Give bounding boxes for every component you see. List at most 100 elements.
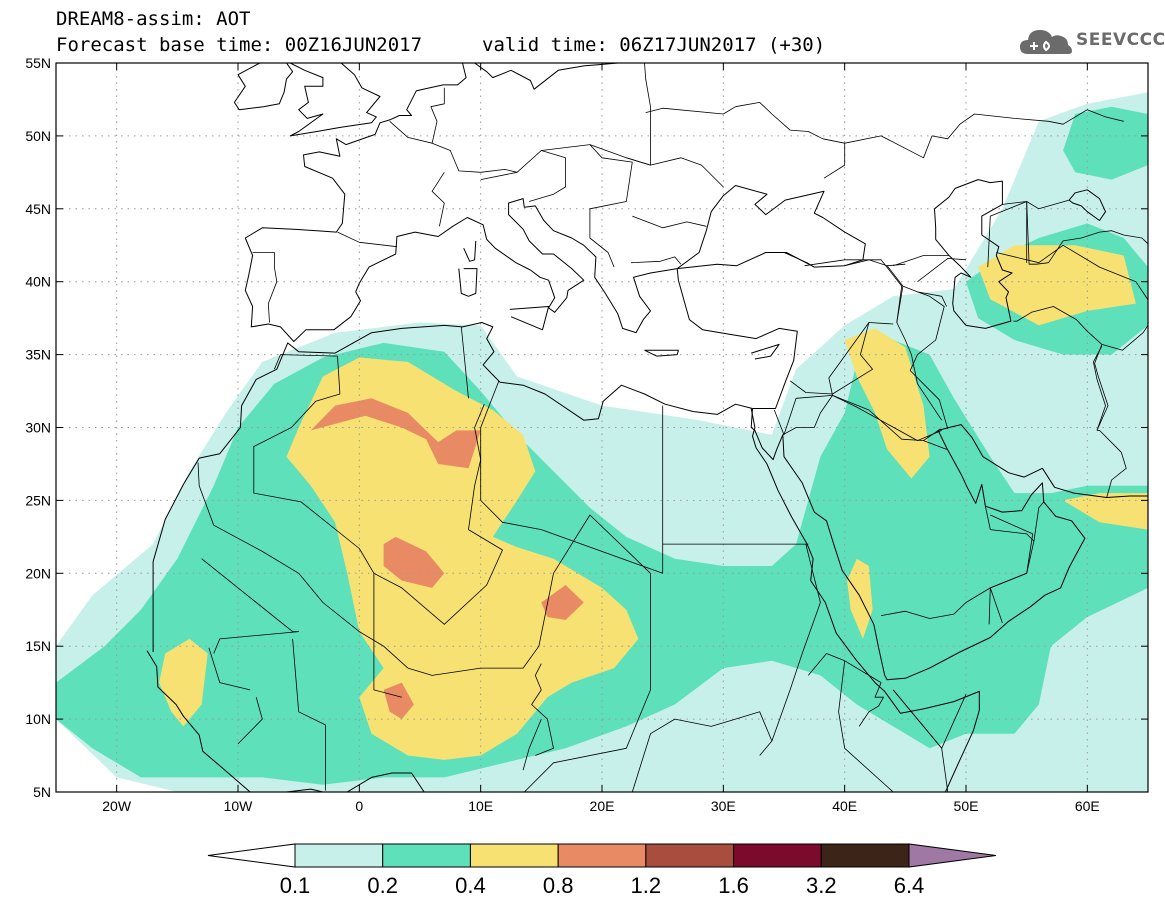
country-border: [201, 558, 300, 654]
country-border: [1002, 199, 1070, 210]
country-border: [529, 150, 566, 202]
lat-tick-label: 10N: [25, 711, 51, 727]
country-border: [237, 697, 263, 745]
country-border: [631, 711, 773, 792]
lat-tick-label: 55N: [25, 55, 51, 71]
country-border: [522, 718, 542, 771]
country-border: [996, 244, 1148, 301]
aot-level-3-area-4: [847, 558, 873, 639]
lon-tick-label: 50E: [954, 798, 979, 814]
country-border: [909, 291, 949, 430]
country-border: [632, 215, 707, 229]
coastline: [244, 63, 678, 342]
country-border: [431, 172, 445, 227]
coastline: [751, 343, 780, 360]
lon-tick-label: 20W: [102, 798, 132, 814]
country-border: [893, 255, 949, 267]
forecast-base-time: Forecast base time: 00Z16JUN2017: [56, 34, 423, 56]
coastline: [474, 63, 618, 90]
country-border: [431, 142, 518, 173]
lat-tick-label: 35N: [25, 347, 51, 363]
country-border: [208, 647, 251, 691]
aot-level-3-area-2: [844, 328, 930, 479]
country-border: [1094, 344, 1109, 431]
coastline: [934, 179, 1013, 329]
country-border: [480, 380, 664, 574]
lat-tick-label: 20N: [25, 565, 51, 581]
coastline: [233, 63, 294, 111]
lon-tick-label: 10E: [468, 798, 493, 814]
coastline-layer: [146, 63, 1148, 792]
aot-level-3-area-0: [286, 357, 639, 760]
lon-tick-label: 10W: [224, 798, 254, 814]
coastline: [1068, 189, 1106, 221]
country-border: [759, 544, 821, 756]
country-border: [1097, 429, 1127, 498]
lon-tick-label: 20E: [590, 798, 615, 814]
seevccc-logo: SEEVCCC: [1018, 24, 1165, 60]
country-border: [832, 395, 941, 442]
country-border: [645, 106, 736, 115]
country-border: [892, 689, 967, 749]
country-border: [589, 144, 633, 268]
country-border: [832, 395, 942, 442]
country-border: [292, 638, 326, 791]
country-border: [858, 682, 884, 727]
lat-tick-label: 40N: [25, 274, 51, 290]
lat-tick-label: 15N: [25, 638, 51, 654]
aot-field-layer: [56, 92, 1148, 792]
lat-tick-label: 30N: [25, 420, 51, 436]
coastline: [750, 408, 980, 792]
country-border: [631, 256, 682, 265]
aot-level-4-area-0: [310, 398, 481, 469]
coastline: [458, 268, 478, 297]
country-border: [838, 660, 894, 792]
country-border: [844, 259, 906, 267]
country-border: [389, 87, 445, 144]
country-border: [460, 326, 469, 399]
country-border: [804, 259, 903, 323]
country-border: [626, 157, 724, 188]
lat-tick-label: 45N: [25, 201, 51, 217]
country-border: [917, 257, 967, 283]
country-border: [531, 663, 554, 756]
country-border: [1033, 501, 1045, 542]
map-title: DREAM8-assim: AOT: [56, 8, 251, 30]
valid-time: valid time: 06Z17JUN2017 (+30): [482, 34, 826, 56]
country-border: [782, 395, 833, 436]
lon-tick-label: 40E: [832, 798, 857, 814]
aot-level-3-area-5: [1063, 493, 1148, 530]
country-border: [662, 405, 809, 545]
country-border: [373, 573, 402, 698]
country-border: [988, 514, 1034, 625]
lat-tick-label: 5N: [33, 784, 51, 800]
country-border: [252, 252, 278, 323]
country-border: [337, 231, 397, 248]
lat-tick-label: 25N: [25, 492, 51, 508]
country-border: [197, 462, 651, 792]
coastline: [644, 349, 679, 357]
coastline: [463, 240, 477, 262]
country-border: [735, 102, 846, 179]
logo-text: SEEVCCC: [1076, 30, 1165, 50]
aot-level-4-area-2: [541, 585, 584, 620]
cloud-icon: [1020, 30, 1072, 54]
coastline: [750, 408, 1148, 681]
country-border: [989, 587, 1003, 624]
country-border: [807, 653, 882, 683]
lon-tick-label: 0: [355, 798, 363, 814]
coastline: [146, 650, 425, 792]
country-border: [1093, 345, 1106, 431]
country-border: [987, 201, 1028, 268]
country-border: [1013, 306, 1103, 345]
lon-tick-label: 30E: [711, 798, 736, 814]
country-border: [253, 354, 341, 463]
country-border: [789, 322, 873, 395]
lon-tick-label: 60E: [1075, 798, 1100, 814]
country-border: [923, 440, 947, 450]
aot-level-4-area-1: [383, 536, 445, 588]
axis-ticks: 20W 10W 0 10E 20E 30E 40E 50E 60E 55N 50N 45N 40N 35N…: [25, 55, 1148, 814]
country-border: [1026, 201, 1148, 265]
country-border: [844, 109, 1124, 159]
